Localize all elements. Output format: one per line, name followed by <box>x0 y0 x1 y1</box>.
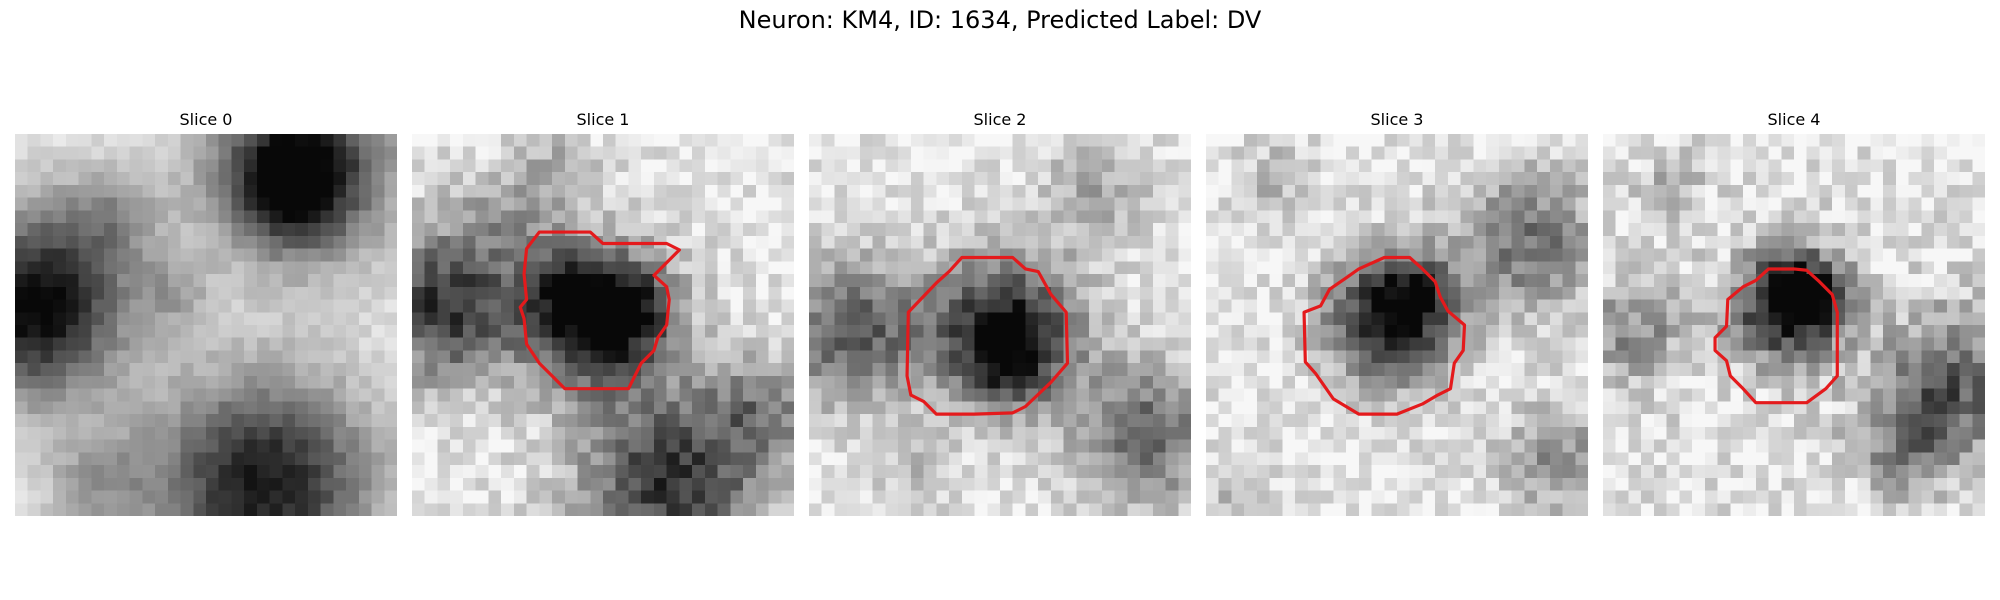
slice-pixels <box>1206 134 1588 516</box>
neuron-contour <box>1713 267 1839 405</box>
neuron-contour <box>518 230 681 391</box>
figure-title: Neuron: KM4, ID: 1634, Predicted Label: … <box>738 6 1262 34</box>
slice-image <box>1603 134 1985 516</box>
slice-image <box>412 134 794 516</box>
slice-pixels <box>809 134 1191 516</box>
neuron-contour <box>905 255 1070 416</box>
slice-panel-3: Slice 3 <box>1206 108 1588 516</box>
slice-title: Slice 1 <box>576 110 630 129</box>
slice-panel-2: Slice 2 <box>809 108 1191 516</box>
slice-title: Slice 3 <box>1370 110 1424 129</box>
slice-panel-4: Slice 4 <box>1603 108 1985 516</box>
neuron-contour <box>1302 255 1467 416</box>
slice-panel-0: Slice 0 <box>15 108 397 516</box>
slice-image <box>1206 134 1588 516</box>
slice-title: Slice 0 <box>179 110 233 129</box>
slice-pixels <box>15 134 397 516</box>
slice-pixels <box>412 134 794 516</box>
slice-image <box>15 134 397 516</box>
slice-panel-1: Slice 1 <box>412 108 794 516</box>
slice-pixels <box>1603 134 1985 516</box>
slice-title: Slice 4 <box>1767 110 1821 129</box>
slice-title: Slice 2 <box>973 110 1027 129</box>
slice-image <box>809 134 1191 516</box>
